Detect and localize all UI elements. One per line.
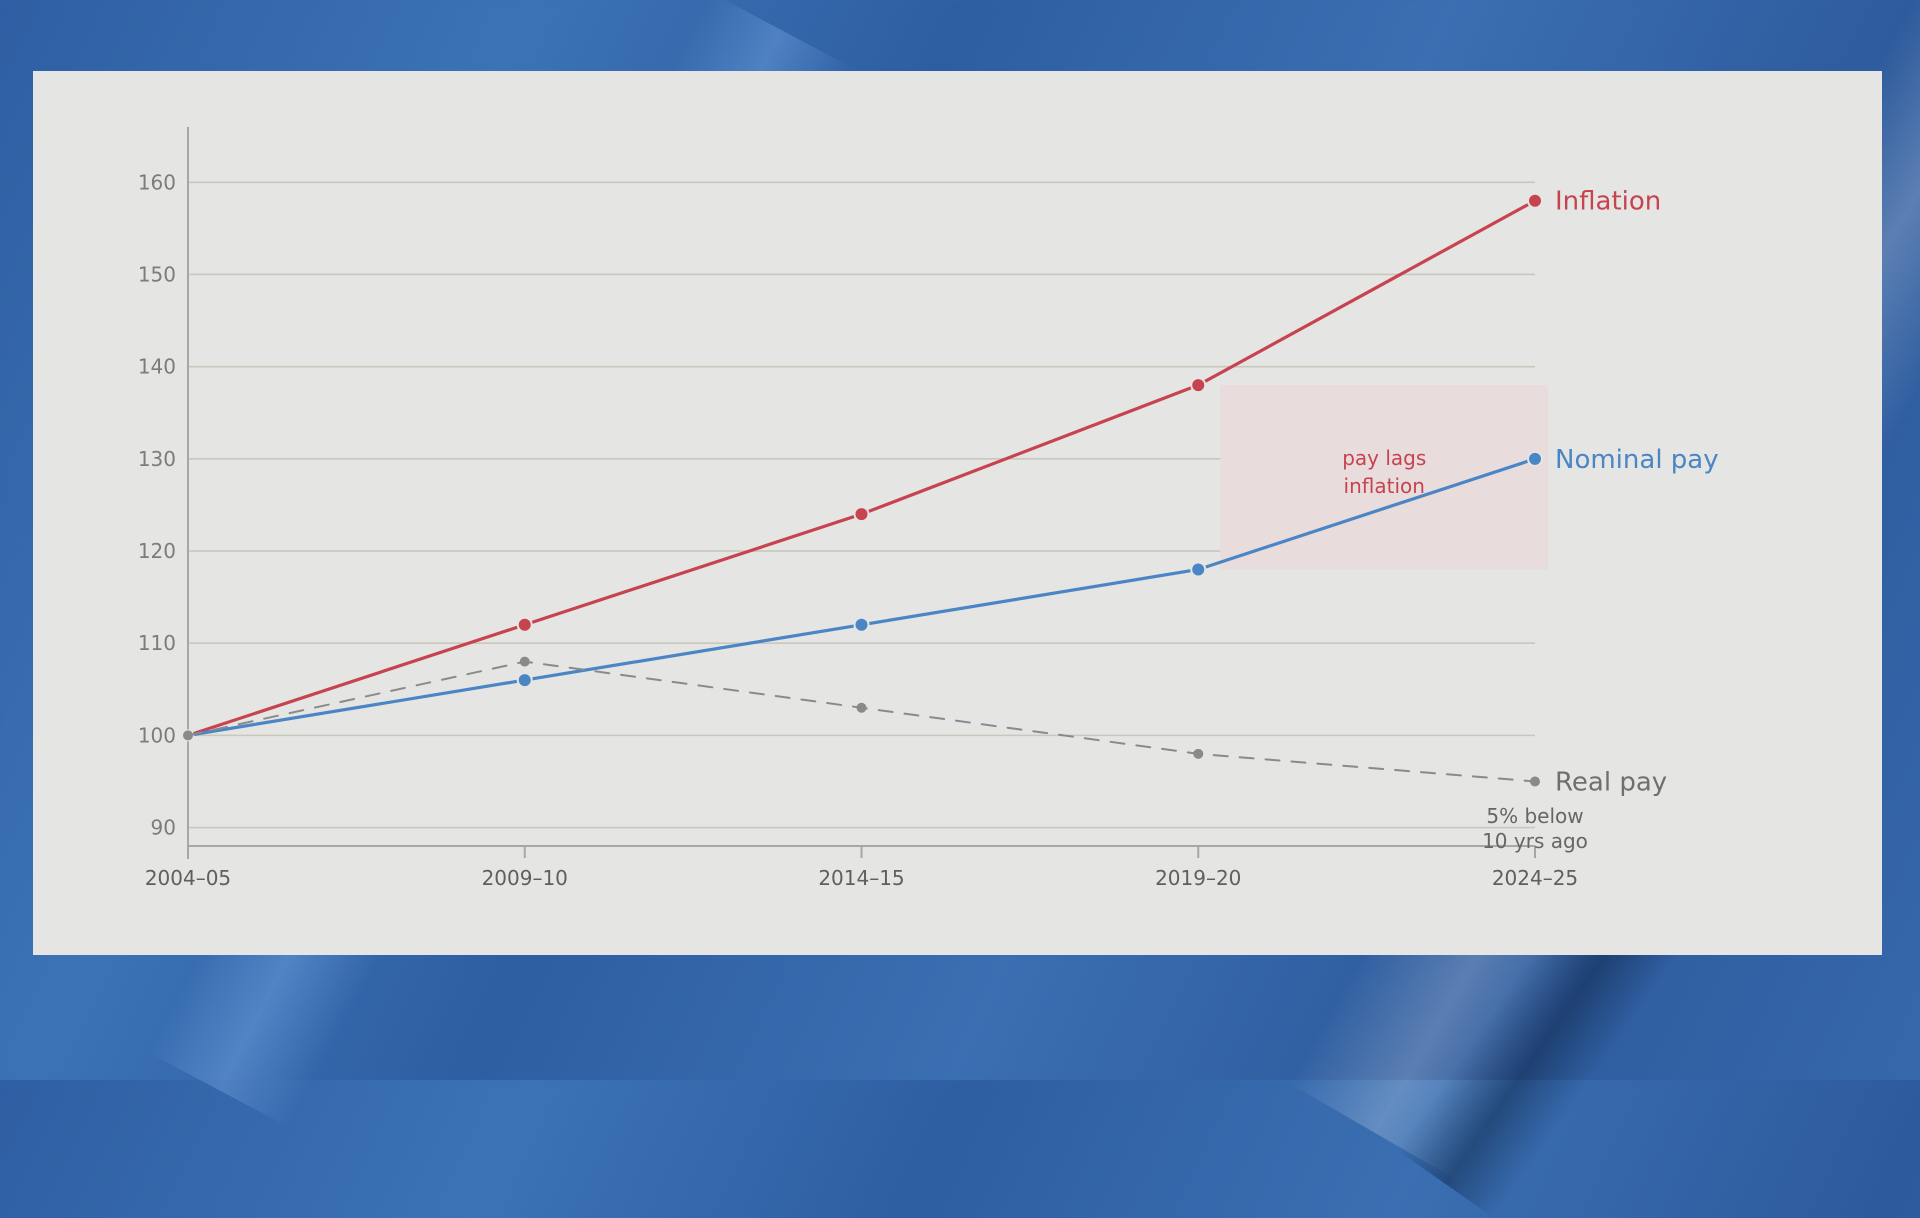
annotation-box-text: inflation [1344,474,1425,498]
x-tick-label: 2004–05 [145,866,231,890]
chart-panel: 90 100 110 120 130 140 150 160 2004–05 2009–10 201… [33,71,1882,955]
real-pay-point [519,656,530,667]
nominal-pay-label: Nominal pay [1555,445,1719,475]
y-tick-label: 160 [138,170,176,194]
y-tick-label: 140 [138,355,176,379]
y-tick-label: 130 [138,447,176,471]
axis-layer: 90 100 110 120 130 140 150 160 2004–05 2009–10 201… [138,127,1578,890]
x-tick-label: 2014–15 [818,866,904,890]
nominal-pay-point [853,616,870,633]
y-tick-label: 150 [138,262,176,286]
real-pay-point [183,730,193,741]
inflation-point [1190,377,1207,394]
line-chart: 90 100 110 120 130 140 150 160 2004–05 2009–10 201… [138,127,1719,890]
nominal-pay-point [516,672,533,689]
real-pay-point [856,702,867,713]
annotation-box [1220,385,1549,570]
y-tick-label: 90 [151,816,176,840]
nominal-pay-point [1190,561,1207,578]
y-tick-label: 120 [138,539,176,563]
real-pay-point [1530,776,1540,787]
annotation-box-text: pay lags [1342,446,1426,470]
annotation-layer: pay lags inflation [1220,385,1549,570]
real-pay-line [187,660,1536,783]
grid-layer [188,181,1535,829]
real-pay-annotation: 10 yrs ago [1482,829,1588,853]
series-layer [182,192,1543,787]
x-tick-label: 2019–20 [1155,866,1241,890]
real-pay-annotation: 5% below [1486,804,1583,828]
inflation-point [853,506,870,523]
real-pay-label: Real pay [1555,767,1667,797]
y-tick-label: 100 [138,723,176,747]
inflation-point [1527,192,1543,209]
x-tick-label: 2009–10 [482,866,568,890]
inflation-point [516,616,533,633]
inflation-label: Inflation [1555,187,1661,217]
y-tick-label: 110 [138,631,176,655]
x-tick-label: 2024–25 [1492,866,1578,890]
real-pay-point [1193,748,1204,759]
nominal-pay-point [1527,450,1543,467]
